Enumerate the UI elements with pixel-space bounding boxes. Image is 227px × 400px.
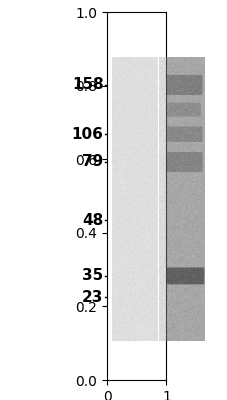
FancyBboxPatch shape	[163, 103, 200, 116]
Bar	[111, 57, 157, 341]
Text: 23: 23	[82, 290, 103, 305]
FancyBboxPatch shape	[161, 152, 202, 172]
FancyBboxPatch shape	[159, 268, 203, 284]
FancyBboxPatch shape	[161, 126, 202, 142]
FancyBboxPatch shape	[161, 75, 202, 95]
Text: 106: 106	[72, 127, 103, 142]
Bar	[28, 48, 101, 356]
Text: 35: 35	[82, 268, 103, 284]
Text: 79: 79	[82, 154, 103, 170]
Text: 48: 48	[82, 213, 103, 228]
Bar	[158, 57, 204, 341]
Bar	[28, 341, 204, 356]
Bar	[28, 48, 204, 57]
Text: 158: 158	[72, 78, 103, 92]
